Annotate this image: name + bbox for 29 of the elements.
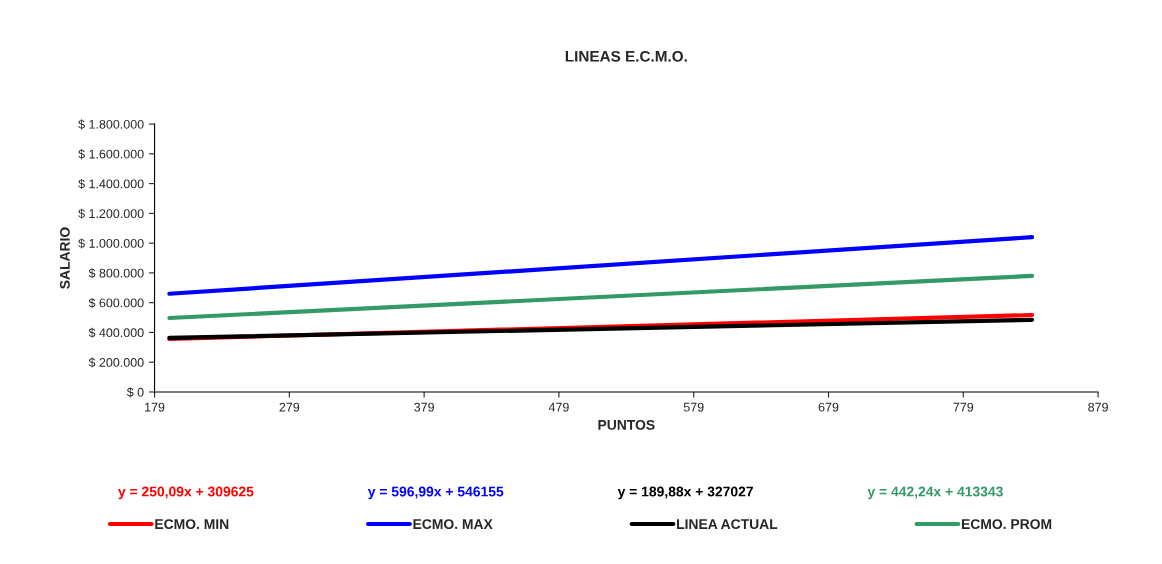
x-tick-label: 279 [279,402,300,412]
x-tick-label: 379 [414,402,434,412]
y-tick-label: $ 1.400.000 [78,178,144,190]
x-tick-label: 179 [145,402,165,412]
y-tick-label: $ 800.000 [88,268,144,279]
legend-label: ECMO. MAX [413,519,493,530]
x-axis-title: PUNTOS [598,419,655,430]
y-axis-title: SALARIO [59,227,70,289]
text: y = 189,88x + 327027 [617,486,753,500]
y-tick-label: $ 1.200.000 [78,208,144,219]
y-tick-label: $ 200.000 [88,357,144,368]
x-tick-label: 679 [818,402,839,412]
legend-label: LINEA ACTUAL [677,519,778,530]
x-tick-label: 879 [1088,402,1108,412]
chart-title: LINEAS E.C.M.O. [565,50,687,62]
y-tick-label: $ 1.600.000 [78,149,144,160]
y-tick-label: $ 600.000 [88,297,144,309]
text: y = 442,24x + 413343 [867,486,1003,500]
text: y = 596,99x + 546155 [367,486,504,500]
x-tick-label: 479 [548,402,569,412]
y-tick-label: $ 1.000.000 [78,238,144,249]
x-tick-label: 579 [683,402,704,412]
y-tick-label: $ 0 [126,387,144,398]
text: y = 250,09x + 309625 [118,486,254,500]
legend-label: ECMO. MIN [155,519,229,530]
y-tick-label: $ 1.800.000 [78,119,144,130]
x-tick-label: 779 [953,402,974,412]
y-tick-label: $ 400.000 [88,327,144,338]
legend-label: ECMO. PROM [961,519,1052,530]
